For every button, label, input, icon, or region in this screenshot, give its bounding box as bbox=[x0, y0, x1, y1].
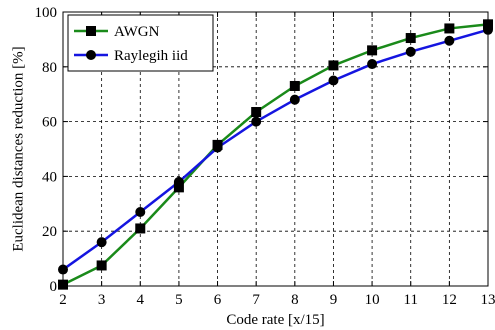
x-tick-label: 4 bbox=[137, 292, 145, 308]
data-point bbox=[367, 59, 378, 70]
y-tick-label: 100 bbox=[35, 5, 58, 21]
data-point bbox=[289, 94, 300, 105]
data-point bbox=[96, 237, 107, 248]
series-line-awgn bbox=[62, 23, 489, 286]
series-markers bbox=[58, 19, 493, 290]
legend-label: Raylegih iid bbox=[114, 48, 188, 64]
data-point bbox=[444, 35, 455, 46]
data-point bbox=[367, 45, 378, 56]
data-point bbox=[289, 80, 300, 91]
data-point bbox=[212, 142, 223, 153]
data-point bbox=[173, 176, 184, 187]
y-tick-label: 40 bbox=[42, 169, 57, 185]
legend-label: AWGN bbox=[114, 24, 160, 40]
data-point bbox=[135, 223, 146, 234]
y-tick-label: 80 bbox=[42, 60, 57, 76]
x-tick-label: 9 bbox=[330, 292, 338, 308]
legend: AWGN Raylegih iid bbox=[67, 14, 214, 72]
data-point bbox=[96, 260, 107, 271]
x-tick-label: 10 bbox=[365, 292, 380, 308]
data-point bbox=[405, 46, 416, 57]
legend-swatch-marker bbox=[86, 50, 96, 60]
y-axis-label: Euclidean distances reduction [%] bbox=[10, 46, 26, 251]
x-tick-label: 13 bbox=[481, 292, 495, 308]
series-line-rayleigh bbox=[62, 28, 489, 271]
axis-ticks bbox=[62, 11, 489, 287]
plot-frame bbox=[62, 11, 489, 287]
series-lines bbox=[62, 23, 489, 286]
x-tick-label: 12 bbox=[442, 292, 457, 308]
legend-swatch-marker bbox=[86, 26, 96, 36]
grid-lines bbox=[63, 12, 488, 286]
data-point bbox=[251, 107, 262, 118]
data-point bbox=[328, 60, 339, 71]
x-axis-label: Code rate [x/15] bbox=[226, 312, 324, 328]
y-tick-labels: 0 20 40 60 80 100 bbox=[35, 5, 58, 295]
x-tick-label: 5 bbox=[175, 292, 183, 308]
x-tick-label: 11 bbox=[404, 292, 418, 308]
x-tick-label: 6 bbox=[214, 292, 222, 308]
data-point bbox=[251, 116, 262, 127]
x-tick-label: 2 bbox=[59, 292, 67, 308]
x-tick-labels: 2 3 4 5 6 7 8 9 10 11 12 13 bbox=[59, 292, 495, 308]
legend-box bbox=[67, 14, 214, 72]
y-tick-label: 20 bbox=[42, 224, 57, 240]
data-point bbox=[444, 23, 455, 34]
data-point bbox=[328, 75, 339, 86]
y-tick-label: 0 bbox=[50, 279, 58, 295]
x-tick-label: 3 bbox=[98, 292, 106, 308]
x-tick-label: 7 bbox=[252, 292, 260, 308]
data-point bbox=[405, 33, 416, 44]
x-tick-label: 8 bbox=[291, 292, 299, 308]
data-point bbox=[135, 207, 146, 218]
y-tick-label: 60 bbox=[42, 115, 57, 131]
